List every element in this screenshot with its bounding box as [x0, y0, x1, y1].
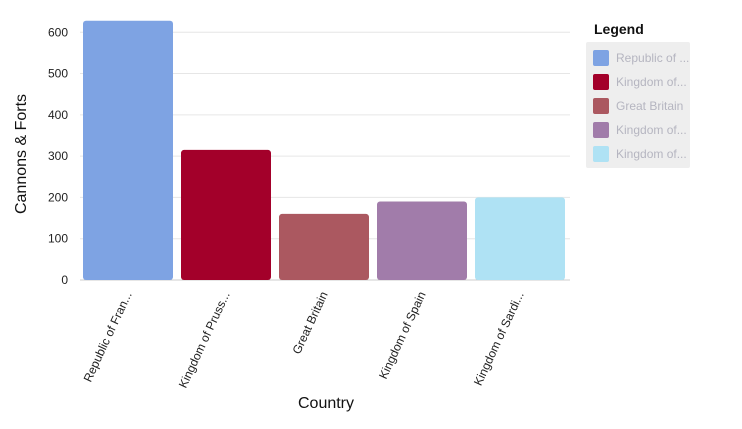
y-tick-label: 200 [48, 190, 68, 204]
legend-swatch [593, 74, 609, 90]
bar[interactable] [475, 197, 565, 280]
x-axis-title: Country [298, 395, 354, 412]
legend-item[interactable]: Republic of ... [593, 50, 689, 66]
y-tick-label: 400 [48, 108, 68, 122]
legend-swatch [593, 122, 609, 138]
legend: Legend Republic of ... Kingdom of... Great… [586, 21, 690, 168]
legend-items: Republic of ... Kingdom of... Great Britai… [593, 50, 689, 162]
bar[interactable] [377, 201, 467, 280]
legend-swatch [593, 50, 609, 66]
legend-swatch [593, 146, 609, 162]
legend-item[interactable]: Great Britain [593, 98, 683, 114]
y-axis-ticks: 0 100 200 300 400 500 600 [48, 25, 68, 287]
bar[interactable] [181, 149, 271, 280]
legend-item[interactable]: Kingdom of... [593, 146, 687, 162]
y-tick-label: 100 [48, 232, 68, 246]
y-tick-label: 600 [48, 25, 68, 39]
legend-label: Great Britain [616, 99, 683, 113]
x-axis-ticks: Republic of Fran... Kingdom of Pruss... Gr… [81, 289, 527, 390]
legend-item[interactable]: Kingdom of... [593, 122, 687, 138]
y-axis-title: Cannons & Forts [13, 94, 30, 214]
legend-label: Republic of ... [616, 51, 689, 65]
legend-swatch [593, 98, 609, 114]
legend-item[interactable]: Kingdom of... [593, 74, 687, 90]
legend-title: Legend [594, 21, 644, 37]
x-tick-label: Kingdom of Sardi... [471, 289, 527, 387]
legend-label: Kingdom of... [616, 147, 687, 161]
x-tick-label: Kingdom of Pruss... [176, 289, 233, 390]
bar[interactable] [279, 213, 369, 280]
bar[interactable] [83, 20, 173, 280]
y-tick-label: 0 [61, 273, 68, 287]
y-tick-label: 500 [48, 67, 68, 81]
y-tick-label: 300 [48, 149, 68, 163]
legend-label: Kingdom of... [616, 123, 687, 137]
legend-background [586, 42, 690, 168]
x-tick-label: Great Britain [290, 289, 331, 356]
legend-label: Kingdom of... [616, 75, 687, 89]
bars-layer [83, 20, 565, 280]
x-tick-label: Kingdom of Spain [376, 289, 429, 381]
x-tick-label: Republic of Fran... [81, 289, 135, 384]
